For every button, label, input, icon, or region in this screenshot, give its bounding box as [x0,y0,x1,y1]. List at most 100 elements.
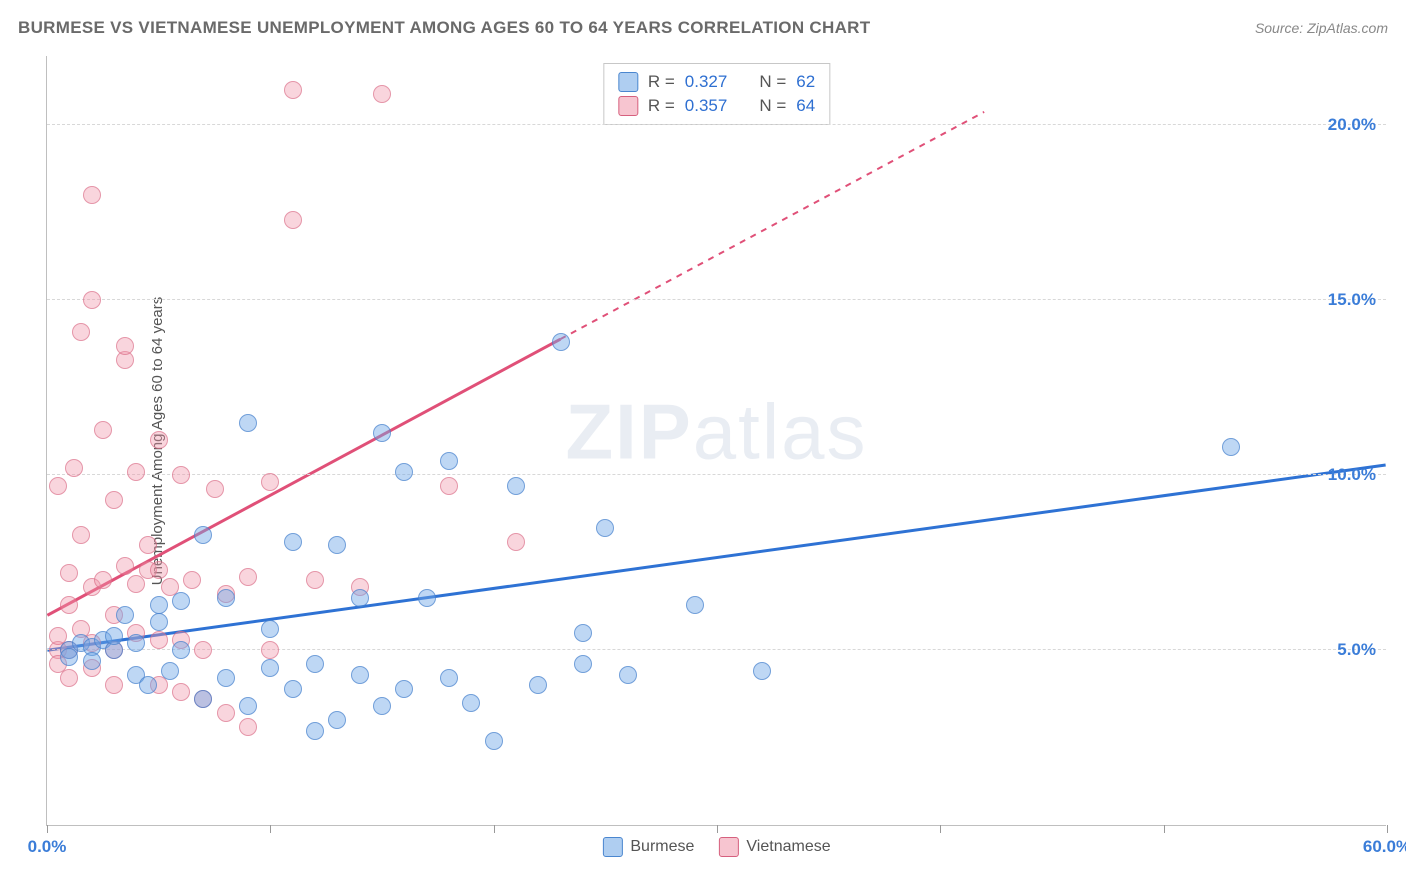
scatter-point [261,473,279,491]
n-value-burmese: 62 [796,72,815,92]
x-tick-label: 0.0% [28,837,67,857]
gridline [47,649,1386,650]
scatter-point [284,533,302,551]
y-tick-label: 15.0% [1328,290,1376,310]
swatch-vietnamese-icon [618,96,638,116]
scatter-point [172,683,190,701]
gridline [47,474,1386,475]
scatter-point [206,480,224,498]
y-tick-label: 5.0% [1337,640,1376,660]
legend-item-burmese: Burmese [602,837,694,857]
scatter-point [183,571,201,589]
scatter-point [373,424,391,442]
series-legend: Burmese Vietnamese [602,837,830,857]
scatter-point [552,333,570,351]
r-label: R = [648,72,675,92]
scatter-point [507,533,525,551]
swatch-burmese-icon [602,837,622,857]
scatter-point [328,711,346,729]
scatter-point [753,662,771,680]
scatter-point [65,459,83,477]
chart-plot-area: Unemployment Among Ages 60 to 64 years Z… [46,56,1386,826]
x-tick [270,825,271,833]
scatter-point [105,676,123,694]
scatter-point [72,323,90,341]
scatter-point [284,81,302,99]
scatter-point [351,589,369,607]
legend-item-vietnamese: Vietnamese [718,837,830,857]
scatter-point [150,561,168,579]
scatter-point [351,666,369,684]
swatch-vietnamese-icon [718,837,738,857]
scatter-point [261,620,279,638]
scatter-point [395,680,413,698]
scatter-point [172,592,190,610]
scatter-point [440,477,458,495]
scatter-point [261,659,279,677]
scatter-point [116,337,134,355]
scatter-point [139,536,157,554]
scatter-point [150,596,168,614]
scatter-point [83,652,101,670]
stats-legend: R = 0.327 N = 62 R = 0.357 N = 64 [603,63,830,125]
chart-title: BURMESE VS VIETNAMESE UNEMPLOYMENT AMONG… [18,18,870,38]
source-text: Source: ZipAtlas.com [1255,20,1388,36]
scatter-point [574,624,592,642]
x-tick [940,825,941,833]
scatter-point [1222,438,1240,456]
x-tick [1164,825,1165,833]
scatter-point [239,718,257,736]
scatter-point [172,466,190,484]
scatter-point [574,655,592,673]
scatter-point [440,669,458,687]
scatter-point [194,690,212,708]
scatter-point [373,697,391,715]
x-tick-label: 60.0% [1363,837,1406,857]
x-tick [1387,825,1388,833]
scatter-point [194,641,212,659]
gridline [47,124,1386,125]
scatter-point [60,564,78,582]
scatter-point [72,526,90,544]
scatter-point [306,571,324,589]
scatter-point [529,676,547,694]
scatter-point [395,463,413,481]
scatter-point [60,669,78,687]
scatter-point [418,589,436,607]
scatter-point [105,491,123,509]
scatter-point [94,571,112,589]
x-tick [47,825,48,833]
stats-row-burmese: R = 0.327 N = 62 [618,70,815,94]
gridline [47,299,1386,300]
scatter-point [139,676,157,694]
scatter-point [596,519,614,537]
scatter-point [83,186,101,204]
n-label: N = [759,96,786,116]
y-tick-label: 10.0% [1328,465,1376,485]
scatter-point [261,641,279,659]
scatter-point [49,477,67,495]
r-label: R = [648,96,675,116]
scatter-point [619,666,637,684]
scatter-point [105,627,123,645]
scatter-point [462,694,480,712]
scatter-point [116,557,134,575]
x-tick [717,825,718,833]
scatter-point [239,414,257,432]
scatter-point [239,697,257,715]
scatter-point [127,634,145,652]
scatter-point [686,596,704,614]
scatter-point [284,211,302,229]
legend-label-burmese: Burmese [630,838,694,856]
scatter-point [284,680,302,698]
scatter-point [150,431,168,449]
scatter-point [485,732,503,750]
scatter-point [373,85,391,103]
scatter-point [217,589,235,607]
scatter-point [150,631,168,649]
scatter-point [507,477,525,495]
y-tick-label: 20.0% [1328,115,1376,135]
scatter-point [217,704,235,722]
n-label: N = [759,72,786,92]
scatter-point [60,596,78,614]
